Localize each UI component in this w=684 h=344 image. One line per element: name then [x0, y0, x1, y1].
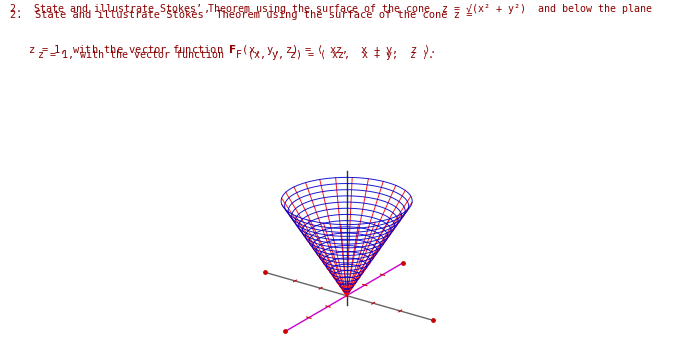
Text: 2.  State and illustrate Stokes’ Theorem using the surface of the cone  z = √(x²: 2. State and illustrate Stokes’ Theorem … [10, 4, 653, 14]
Text: z = 1, with the vector function $\mathbf{F}$ (x, y, z) = ⟨ xz,  x + y,  z ⟩.: z = 1, with the vector function $\mathbf… [10, 43, 435, 57]
Text: z = 1, with the vector function  F (x, y, z) = ⟨ xz,  x + y,  z ⟩.: z = 1, with the vector function F (x, y,… [38, 50, 434, 60]
Text: 2.  State and illustrate Stokes’ Theorem using the surface of the cone z =: 2. State and illustrate Stokes’ Theorem … [10, 10, 479, 20]
